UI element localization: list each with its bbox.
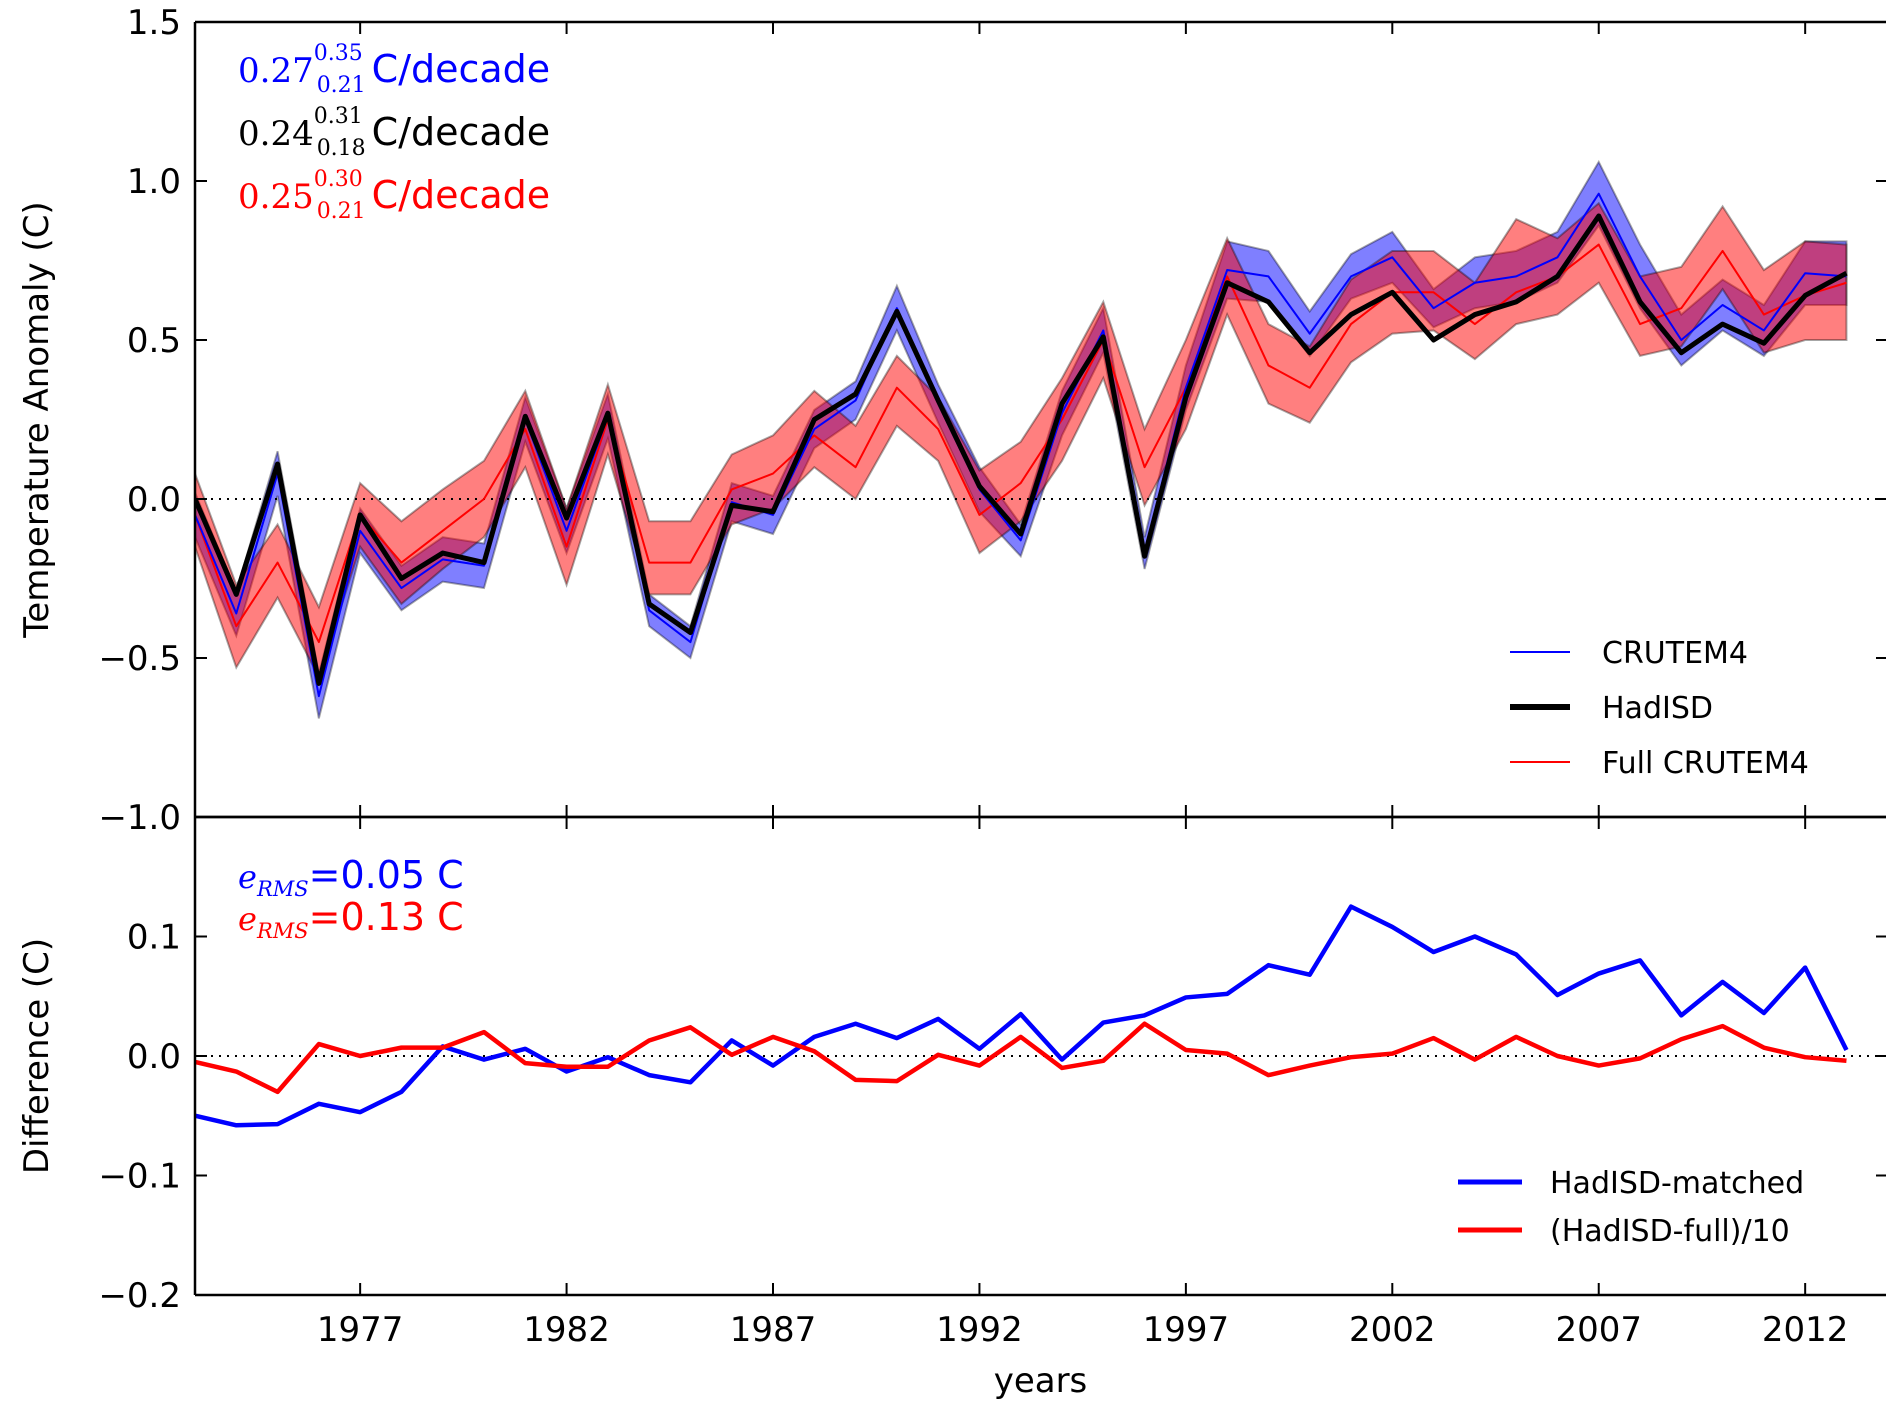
top-legend-label: Full CRUTEM4	[1602, 746, 1809, 781]
bottom-ytick-label: 0.1	[127, 918, 181, 958]
top-plot-area	[195, 159, 1886, 719]
top-legend-label: CRUTEM4	[1602, 636, 1748, 671]
rms-annotations: eRMS=0.05 C eRMS=0.13 C	[238, 853, 464, 943]
xtick-label: 1987	[730, 1310, 817, 1350]
trend-annotation-hadisd: 0.240.31 0.18 C/decade	[238, 104, 550, 161]
bottom-panel: −0.2 −0.1 0.0 0.1 1977 1982 1987 1992 1997 2002 20…	[17, 815, 1886, 1401]
xtick-label: 1982	[523, 1310, 610, 1350]
xtick-label: 2012	[1762, 1310, 1849, 1350]
xtick-label: 2002	[1349, 1310, 1436, 1350]
trend-annotation-full-crutem4: 0.250.30 0.21 C/decade	[238, 167, 550, 224]
bottom-line-hadisd-matched	[195, 904, 1849, 1128]
top-ytick-label: 1.0	[127, 162, 181, 202]
bottom-plot-area	[195, 904, 1886, 1128]
xtick-label: 1992	[936, 1310, 1023, 1350]
bottom-line--hadisd-full-10	[195, 1021, 1847, 1095]
rms-annotation-matched: eRMS=0.05 C	[238, 853, 464, 901]
top-legend: CRUTEM4 HadISD Full CRUTEM4	[1510, 636, 1809, 781]
top-line-crutem4	[195, 192, 1847, 698]
xtick-label: 2007	[1555, 1310, 1642, 1350]
bottom-ytick-label: −0.1	[98, 1157, 181, 1197]
top-ytick-label: 0.5	[127, 321, 181, 361]
top-ytick-label: 1.5	[127, 3, 181, 43]
trend-annotation-crutem4: 0.270.35 0.21 C/decade	[238, 41, 550, 98]
xtick-label: 1977	[317, 1310, 404, 1350]
top-ytick-label: −1.0	[98, 798, 181, 838]
rms-annotation-full: eRMS=0.13 C	[238, 895, 464, 943]
bottom-legend: HadISD-matched (HadISD-full)/10	[1458, 1166, 1804, 1249]
top-line-hadisd	[195, 213, 1848, 686]
bottom-legend-label: HadISD-matched	[1550, 1166, 1804, 1201]
bottom-ytick-label: −0.2	[98, 1276, 181, 1316]
bottom-ylabel: Difference (C)	[17, 938, 57, 1174]
top-line-full-crutem4	[195, 243, 1847, 644]
xtick-label: 1997	[1143, 1310, 1230, 1350]
xlabel: years	[994, 1361, 1088, 1401]
top-ytick-label: 0.0	[127, 480, 181, 520]
bottom-legend-label: (HadISD-full)/10	[1550, 1214, 1790, 1249]
top-ylabel: Temperature Anomaly (C)	[17, 201, 57, 638]
trend-annotations: 0.270.35 0.21 C/decade 0.240.31 0.18 C/decad…	[238, 41, 550, 224]
bottom-ytick-label: 0.0	[127, 1037, 181, 1077]
top-ytick-label: −0.5	[98, 639, 181, 679]
top-legend-label: HadISD	[1602, 691, 1713, 726]
